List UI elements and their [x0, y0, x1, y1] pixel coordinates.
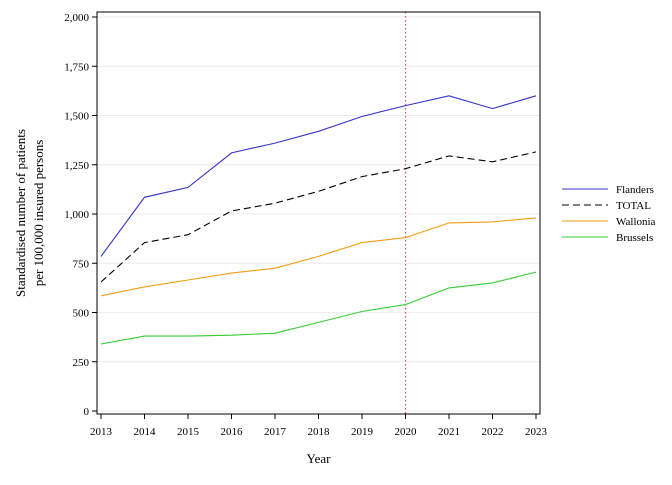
- y-axis-title-line-1: Standardised number of patients: [13, 129, 28, 297]
- y-tick-label: 1,500: [64, 111, 89, 123]
- x-tick-label: 2015: [177, 426, 200, 438]
- y-tick-label: 250: [73, 357, 90, 369]
- legend-label-flanders: Flanders: [616, 184, 654, 196]
- x-tick-label: 2014: [134, 426, 157, 438]
- y-tick-label: 750: [73, 258, 90, 270]
- legend-label-total: TOTAL: [616, 200, 651, 212]
- x-tick-label: 2022: [482, 426, 504, 438]
- y-tick-label: 1,750: [64, 61, 89, 73]
- series-line-wallonia: [100, 217, 537, 297]
- y-tick-label: 2,000: [64, 12, 89, 24]
- y-tick-label: 1,250: [64, 160, 89, 172]
- legend-label-wallonia: Wallonia: [616, 216, 656, 228]
- x-tick-label: 2013: [90, 426, 113, 438]
- series-line-brussels: [100, 271, 537, 345]
- x-tick-label: 2016: [221, 426, 244, 438]
- gridlines: [97, 16, 540, 412]
- x-tick-label: 2017: [264, 426, 287, 438]
- x-tick-label: 2023: [525, 426, 548, 438]
- x-tick-label: 2021: [438, 426, 460, 438]
- series-line-flanders: [100, 95, 537, 257]
- y-axis: 0 250 500 750 1,000 1,250 1,500 1,750 2,000: [64, 12, 97, 418]
- plot-frame: [96, 11, 541, 415]
- y-tick-label: 1,000: [64, 209, 89, 221]
- x-tick-label: 2020: [395, 426, 418, 438]
- y-tick-label: 0: [84, 406, 90, 418]
- x-tick-label: 2019: [351, 426, 374, 438]
- legend-label-brussels: Brussels: [616, 232, 653, 244]
- x-axis-title: Year: [307, 451, 332, 466]
- legend: Flanders TOTAL Wallonia Brussels: [562, 184, 656, 244]
- series-line-total: [100, 151, 537, 283]
- x-tick-label: 2018: [308, 426, 331, 438]
- y-axis-title-line-2: per 100,000 insured persons: [31, 140, 46, 287]
- x-axis: 2013 2014 2015 2016 2017 2018 2019 2020 2021 2022…: [90, 414, 548, 438]
- y-tick-label: 500: [73, 308, 90, 320]
- series-lines: [100, 95, 537, 345]
